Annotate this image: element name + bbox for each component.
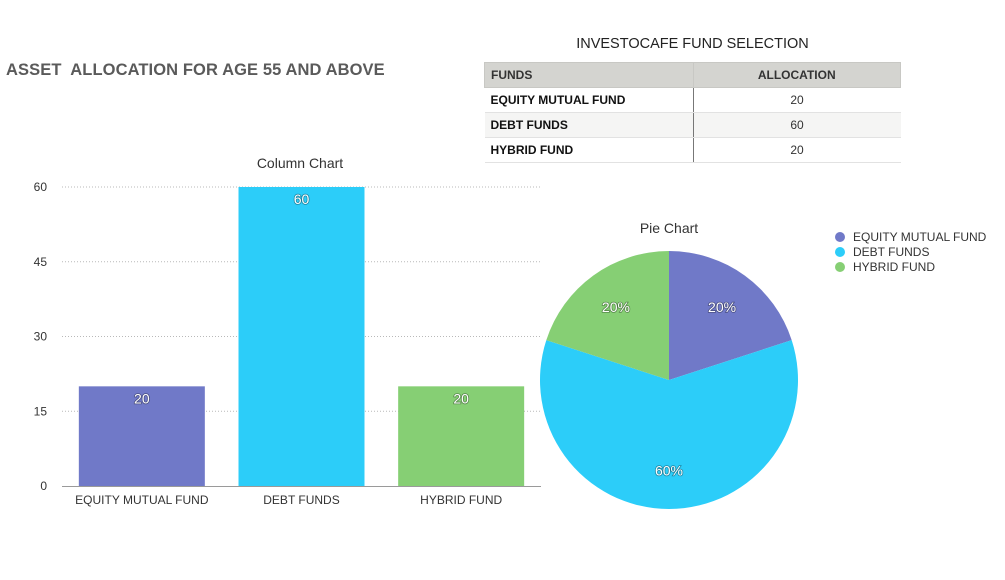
y-tick-label: 60 xyxy=(34,180,48,194)
x-tick-label: EQUITY MUTUAL FUND xyxy=(75,493,209,507)
legend-label: HYBRID FUND xyxy=(853,260,935,274)
y-tick-label: 15 xyxy=(34,404,48,418)
allocation-cell: 20 xyxy=(693,87,901,113)
allocation-cell: 60 xyxy=(693,112,901,138)
legend-swatch xyxy=(835,232,845,242)
bar-data-label: 60 xyxy=(294,191,310,207)
bar xyxy=(398,386,525,486)
pie-slice xyxy=(540,340,799,510)
x-tick-label: HYBRID FUND xyxy=(420,493,502,507)
bar xyxy=(238,187,365,486)
pie-chart-title: Pie Chart xyxy=(640,220,698,236)
column-chart-title: Column Chart xyxy=(257,155,343,171)
pie-slice xyxy=(669,251,792,380)
legend-swatch xyxy=(835,247,845,257)
page-title: ASSET ALLOCATION FOR AGE 55 AND ABOVE xyxy=(6,61,385,79)
legend-swatch xyxy=(835,262,845,272)
pie-data-label: 20% xyxy=(602,299,630,315)
table-row: HYBRID FUND 20 xyxy=(484,137,901,163)
pie-data-label: 20% xyxy=(708,299,736,315)
x-tick-label: DEBT FUNDS xyxy=(263,493,339,507)
bar-data-label: 20 xyxy=(134,390,150,406)
pie-data-label: 60% xyxy=(655,462,683,478)
fund-name-cell: DEBT FUNDS xyxy=(484,112,694,138)
table-title: INVESTOCAFE FUND SELECTION xyxy=(576,36,809,52)
column-chart: Column Chart 0 15 30 45 60 20 EQUITY MUTUAL FU… xyxy=(34,155,541,507)
legend-label: DEBT FUNDS xyxy=(853,245,929,259)
header-funds: FUNDS xyxy=(484,62,694,88)
table-row: EQUITY MUTUAL FUND 20 xyxy=(484,87,901,113)
legend-label: EQUITY MUTUAL FUND xyxy=(853,230,987,244)
fund-name-cell: HYBRID FUND xyxy=(484,137,694,163)
y-tick-label: 45 xyxy=(34,255,48,269)
allocation-cell: 20 xyxy=(693,137,901,163)
table-header-row: FUNDS ALLOCATION xyxy=(484,62,901,88)
table-row: DEBT FUNDS 60 xyxy=(484,112,901,138)
y-tick-label: 0 xyxy=(40,479,47,493)
y-tick-label: 30 xyxy=(34,330,48,344)
bar-data-label: 20 xyxy=(453,390,469,406)
pie-chart: Pie Chart 20% 60% 20% xyxy=(540,220,799,510)
pie-slice xyxy=(546,251,669,380)
bar xyxy=(78,386,205,486)
fund-selection-table: FUNDS ALLOCATION EQUITY MUTUAL FUND 20 D… xyxy=(484,62,901,163)
